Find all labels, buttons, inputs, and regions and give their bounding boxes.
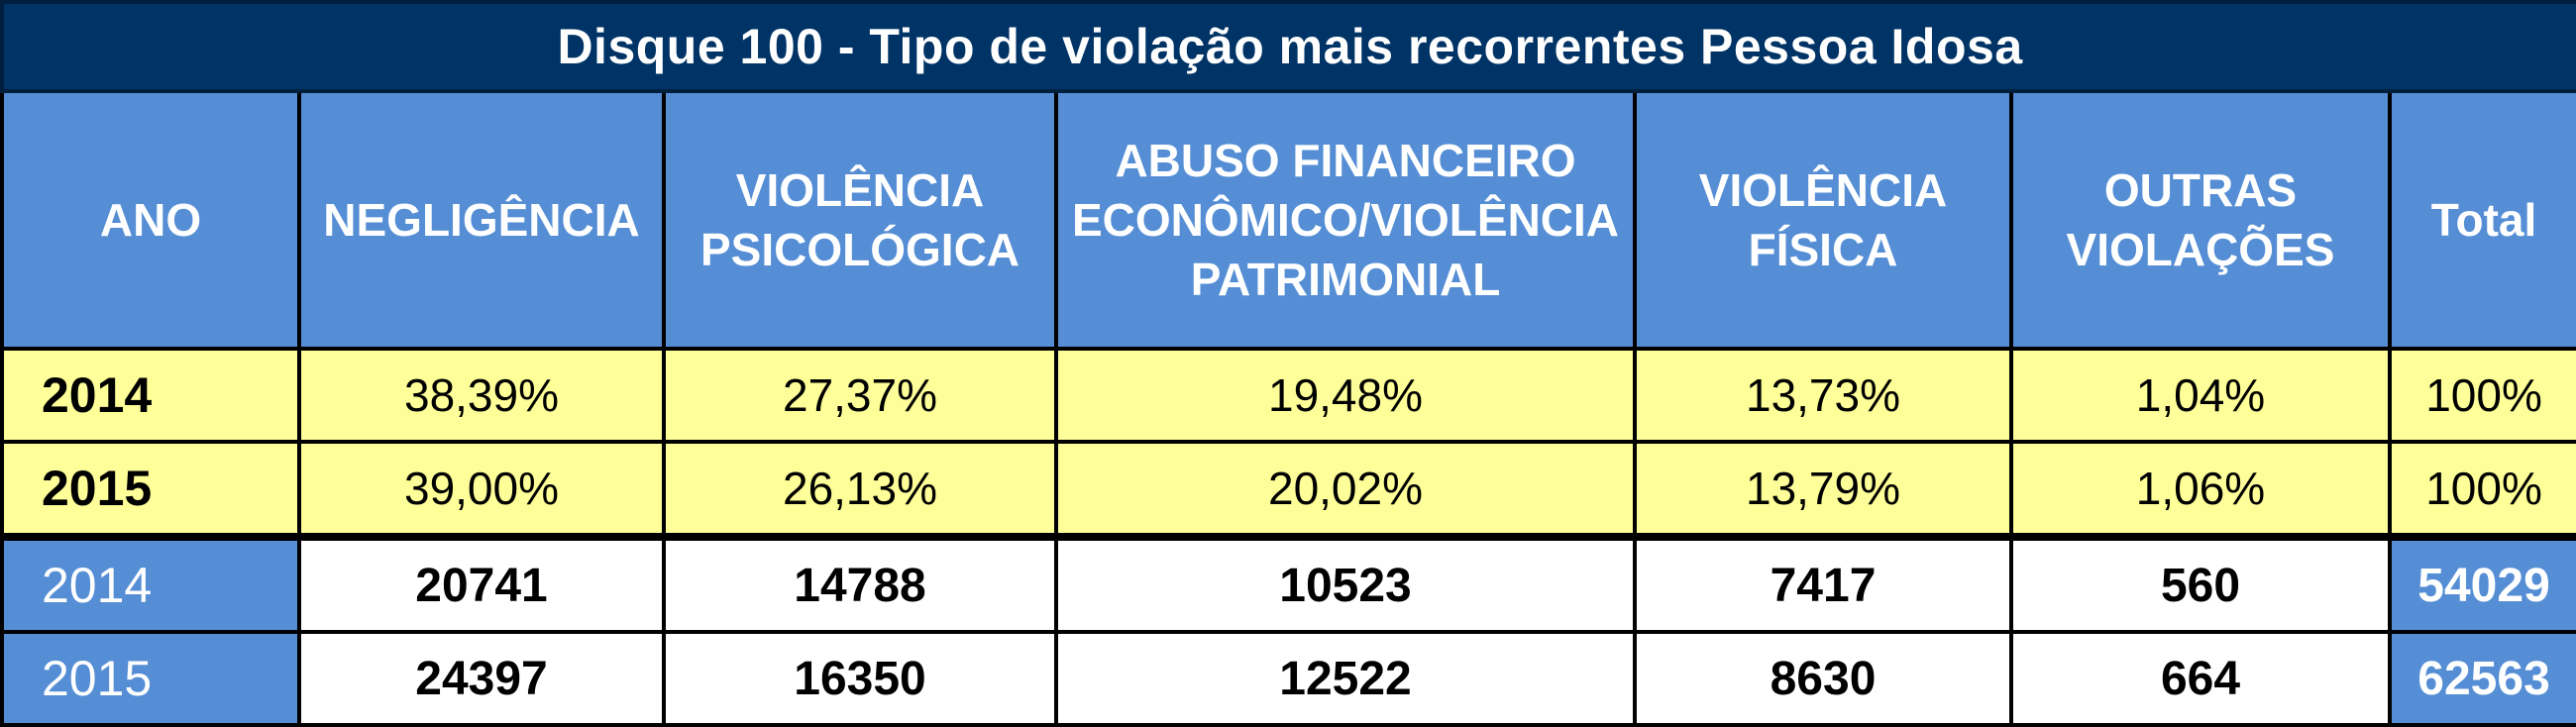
percent-cell: 39,00% — [297, 440, 666, 541]
count-total-cell: 62563 — [2387, 630, 2576, 727]
percent-cell: 13,73% — [1633, 347, 2013, 444]
count-cell: 14788 — [662, 535, 1058, 634]
count-total-cell: 54029 — [2387, 535, 2576, 634]
header-abuso-financeiro: ABUSO FINANCEIRO ECONÔMICO/VIOLÊNCIA PAT… — [1054, 89, 1637, 351]
table-row-count-2015: 2015 24397 16350 12522 8630 664 62563 — [0, 630, 2576, 727]
percent-year-cell: 2015 — [0, 440, 301, 541]
header-abuso-financeiro-line-3: PATRIMONIAL — [1190, 254, 1501, 305]
count-cell: 20741 — [297, 535, 666, 634]
header-violencia-fisica-line-2: FÍSICA — [1748, 224, 1898, 275]
header-abuso-financeiro-line-2: ECONÔMICO/VIOLÊNCIA — [1071, 194, 1620, 246]
count-year-cell: 2015 — [0, 630, 301, 727]
header-outras-violacoes-line-1: OUTRAS — [2103, 164, 2298, 216]
header-violencia-psicologica-line-1: VIOLÊNCIA — [735, 164, 985, 216]
header-violencia-psicologica: VIOLÊNCIA PSICOLÓGICA — [662, 89, 1058, 351]
percent-total-cell: 100% — [2387, 440, 2576, 541]
percent-cell: 1,04% — [2009, 347, 2392, 444]
header-abuso-financeiro-line-1: ABUSO FINANCEIRO — [1115, 135, 1576, 186]
header-ano: ANO — [0, 89, 301, 351]
count-cell: 7417 — [1633, 535, 2013, 634]
count-cell: 664 — [2009, 630, 2392, 727]
percent-cell: 27,37% — [662, 347, 1058, 444]
header-outras-violacoes: OUTRAS VIOLAÇÕES — [2009, 89, 2392, 351]
header-violencia-fisica-line-1: VIOLÊNCIA — [1698, 164, 1948, 216]
table-row-percent-2014: 2014 38,39% 27,37% 19,48% 13,73% 1,04% 1… — [0, 347, 2576, 444]
percent-cell: 20,02% — [1054, 440, 1637, 541]
count-cell: 560 — [2009, 535, 2392, 634]
percent-cell: 19,48% — [1054, 347, 1637, 444]
header-negligencia-line-1: NEGLIGÊNCIA — [323, 194, 640, 246]
percent-cell: 38,39% — [297, 347, 666, 444]
header-outras-violacoes-line-2: VIOLAÇÕES — [2066, 224, 2335, 275]
count-year-cell: 2014 — [0, 535, 301, 634]
header-total: Total — [2387, 89, 2576, 351]
table-title: Disque 100 - Tipo de violação mais recor… — [0, 0, 2576, 93]
count-cell: 8630 — [1633, 630, 2013, 727]
header-violencia-fisica: VIOLÊNCIA FÍSICA — [1633, 89, 2013, 351]
table-row-percent-2015: 2015 39,00% 26,13% 20,02% 13,79% 1,06% 1… — [0, 440, 2576, 541]
percent-total-cell: 100% — [2387, 347, 2576, 444]
count-cell: 10523 — [1054, 535, 1637, 634]
header-negligencia: NEGLIGÊNCIA — [297, 89, 666, 351]
percent-cell: 26,13% — [662, 440, 1058, 541]
percent-cell: 13,79% — [1633, 440, 2013, 541]
count-cell: 24397 — [297, 630, 666, 727]
table-row-count-2014: 2014 20741 14788 10523 7417 560 54029 — [0, 535, 2576, 634]
percent-year-cell: 2014 — [0, 347, 301, 444]
header-violencia-psicologica-line-2: PSICOLÓGICA — [699, 224, 1020, 275]
count-cell: 12522 — [1054, 630, 1637, 727]
count-cell: 16350 — [662, 630, 1058, 727]
percent-cell: 1,06% — [2009, 440, 2392, 541]
